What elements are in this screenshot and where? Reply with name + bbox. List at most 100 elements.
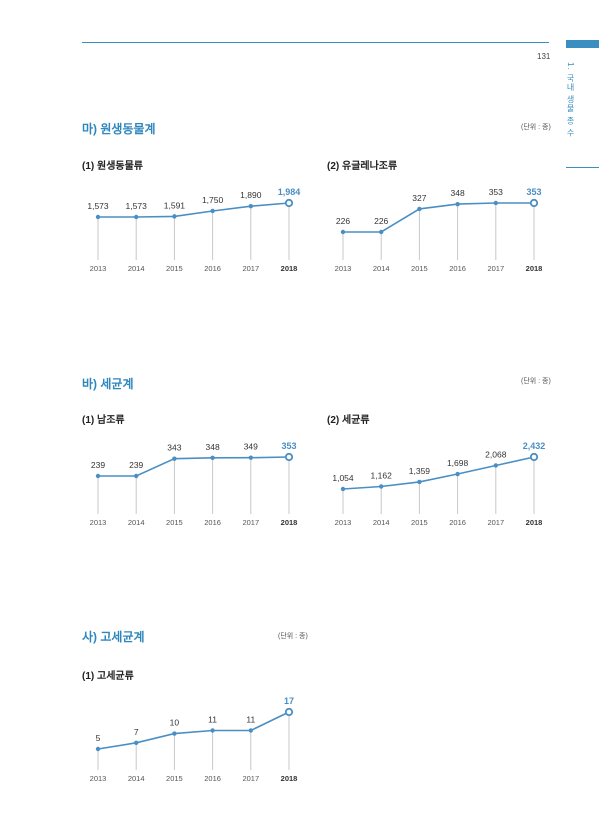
data-label: 348	[206, 442, 220, 452]
line-chart-bacteria: 1,054 1,162 1,359 1,698 2,068 2,432 2013 2014 20…	[332, 441, 545, 527]
data-point	[417, 479, 422, 485]
chart-title: (1) 고세균류	[82, 671, 134, 682]
chart-title: (1) 원생동물류	[82, 161, 143, 172]
data-point	[134, 473, 139, 479]
data-label: 7	[134, 727, 139, 737]
line-chart-archaea: 5 7 10 11 11 17 2013 2014 2015 2016 2017 2018	[90, 696, 298, 783]
x-tick-label: 2014	[373, 518, 390, 527]
data-point	[493, 200, 498, 206]
data-point	[95, 746, 101, 752]
data-label: 353	[281, 441, 296, 451]
x-tick-label: 2016	[449, 518, 466, 527]
data-label: 1,591	[164, 200, 186, 210]
data-point-highlight	[284, 452, 294, 462]
chart-title: (1) 남조류	[82, 415, 125, 426]
x-tick-label: 2013	[90, 774, 107, 783]
data-label: 349	[244, 442, 258, 452]
data-label: 353	[489, 187, 503, 197]
x-tick-label: 2017	[242, 774, 259, 783]
section-title-archaea: 사) 고세균계	[82, 630, 145, 644]
data-point	[172, 456, 177, 461]
series-line	[343, 202, 534, 233]
x-tick-label: 2017	[487, 518, 504, 527]
data-point	[172, 214, 177, 219]
x-tick-label: 2016	[204, 264, 221, 273]
series-line	[342, 456, 535, 490]
data-label: 1,162	[371, 470, 393, 480]
x-tick-label: 2013	[335, 264, 352, 273]
x-tick-label: 2016	[449, 264, 466, 273]
data-point	[172, 731, 177, 736]
unit-label: (단위 : 종)	[278, 633, 308, 640]
page-number: 131	[537, 52, 551, 61]
series-line	[98, 202, 290, 218]
data-label: 5	[96, 733, 101, 743]
data-label: 11	[208, 715, 217, 725]
data-point	[95, 214, 101, 220]
data-point	[340, 486, 346, 492]
x-tick-label: 2015	[166, 774, 183, 783]
x-tick-label: 2014	[373, 264, 390, 273]
section-title-protozoa: 마) 원생동물계	[82, 122, 156, 136]
data-point	[134, 214, 139, 220]
x-tick-label: 2015	[411, 518, 428, 527]
line-chart-euglena: 226 226 327 348 353 353 2013 2014 2015 2016 2017 20…	[335, 187, 543, 273]
data-label: 226	[336, 216, 350, 226]
data-label: 1,573	[126, 201, 148, 211]
x-tick-label: 2017	[487, 264, 504, 273]
data-point	[455, 471, 460, 477]
data-label: 10	[170, 718, 180, 728]
x-tick-label: 2018	[281, 264, 298, 273]
side-tab	[566, 40, 599, 48]
x-tick-label: 2016	[204, 518, 221, 527]
unit-label: (단위 : 종)	[521, 124, 551, 131]
data-point	[379, 229, 384, 235]
data-point	[340, 229, 346, 235]
section-title-bacteria: 바) 세균계	[82, 377, 134, 391]
x-tick-label: 2015	[411, 264, 428, 273]
data-label: 1,359	[409, 466, 431, 476]
series-line	[98, 456, 290, 477]
x-tick-label: 2014	[128, 264, 145, 273]
data-label: 1,573	[87, 201, 109, 211]
data-point	[248, 204, 253, 209]
data-point	[210, 455, 215, 461]
line-chart-protozoa: 1,573 1,573 1,591 1,750 1,890 1,984 2013 2014 20…	[87, 187, 301, 273]
data-label: 1,698	[447, 458, 469, 468]
data-label: 11	[246, 715, 255, 725]
data-label: 1,984	[278, 187, 301, 197]
data-point-highlight	[284, 198, 294, 208]
data-label: 239	[91, 460, 105, 470]
data-point	[379, 484, 384, 489]
x-tick-label: 2018	[526, 518, 543, 527]
x-tick-label: 2018	[281, 518, 298, 527]
x-tick-label: 2013	[335, 518, 352, 527]
x-tick-label: 2015	[166, 518, 183, 527]
side-chapter-label: 1. 국내 생물 종 수	[566, 62, 575, 138]
data-label: 353	[526, 187, 541, 197]
unit-label: (단위 : 종)	[521, 378, 551, 385]
data-point	[455, 201, 460, 207]
x-tick-label: 2018	[526, 264, 543, 273]
x-tick-label: 2015	[166, 264, 183, 273]
data-point	[248, 455, 253, 460]
data-point	[493, 463, 498, 468]
data-point	[134, 740, 139, 746]
x-tick-label: 2017	[242, 264, 259, 273]
x-tick-label: 2013	[90, 518, 107, 527]
data-point-highlight	[284, 707, 294, 717]
chart-title: (2) 세균류	[327, 415, 370, 426]
data-label: 226	[374, 216, 388, 226]
x-tick-label: 2014	[128, 774, 145, 783]
series-line	[97, 711, 290, 750]
x-tick-label: 2018	[281, 774, 298, 783]
data-point	[95, 473, 101, 479]
data-label: 327	[412, 193, 426, 203]
data-point	[248, 728, 253, 733]
data-label: 239	[129, 460, 143, 470]
data-label: 343	[167, 443, 181, 453]
data-point-highlight	[529, 452, 539, 462]
data-label: 1,054	[332, 473, 354, 483]
data-point-highlight	[529, 198, 539, 208]
x-tick-label: 2017	[242, 518, 259, 527]
